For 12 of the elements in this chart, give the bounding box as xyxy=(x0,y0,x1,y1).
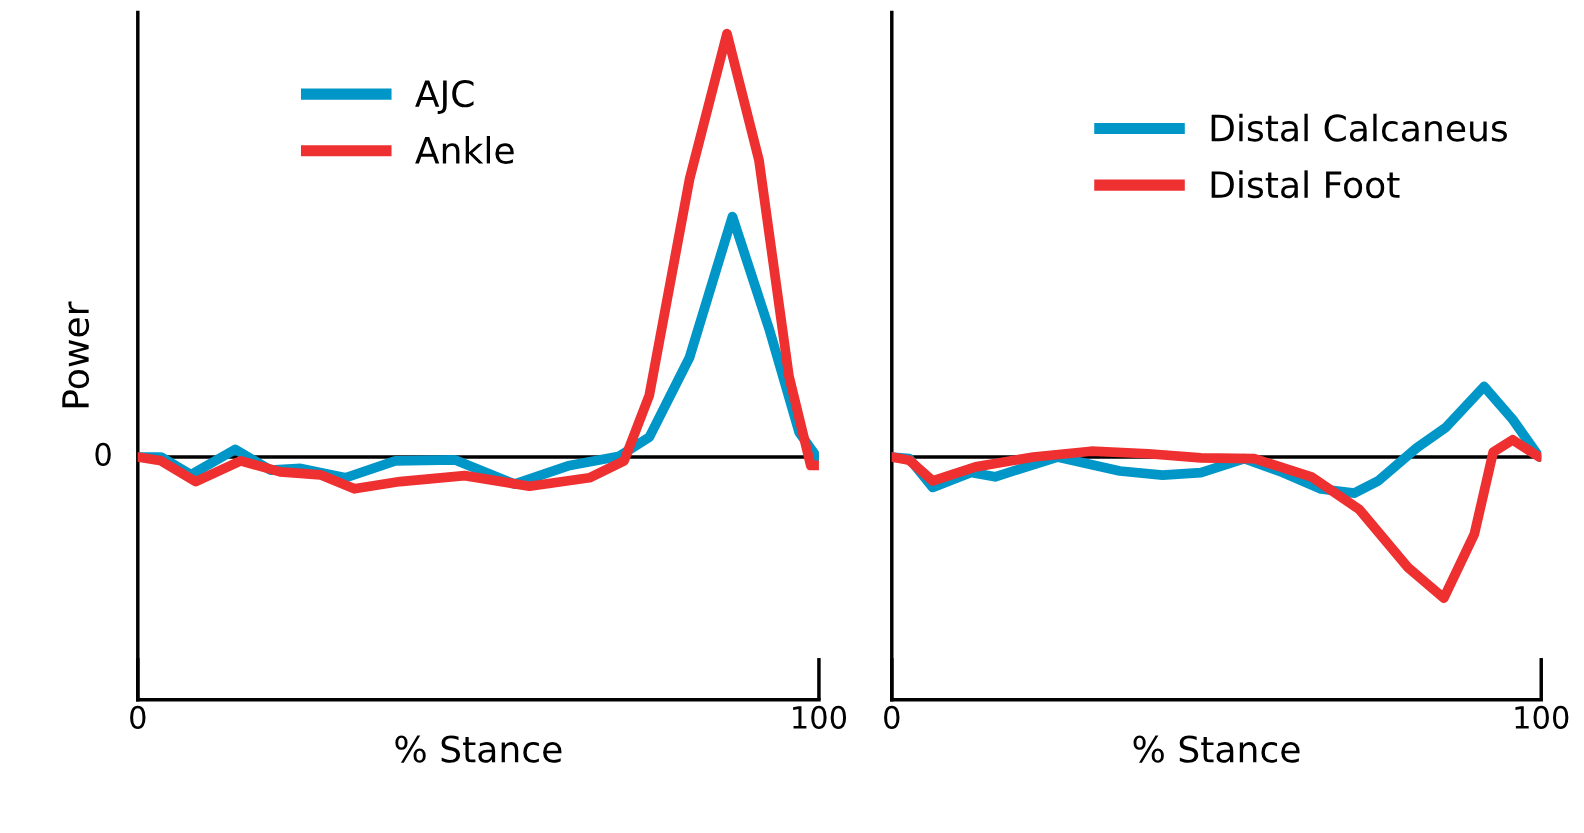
x-tick-label: 100 xyxy=(1515,705,1569,729)
legend-label: Ankle xyxy=(415,135,514,164)
y-axis-title: Power xyxy=(62,301,90,408)
x-axis-title: % Stance xyxy=(1133,735,1300,763)
ref-line-label: 0 xyxy=(95,442,111,466)
x-tick-label: 100 xyxy=(793,705,847,729)
legend-label: AJC xyxy=(415,79,474,115)
legend-label: Distal Foot xyxy=(1211,170,1400,199)
x-tick-label: 0 xyxy=(884,705,900,729)
legend-label: Distal Calcaneus xyxy=(1211,113,1507,142)
x-tick-label: 0 xyxy=(130,705,146,729)
x-axis-title: % Stance xyxy=(395,735,562,763)
